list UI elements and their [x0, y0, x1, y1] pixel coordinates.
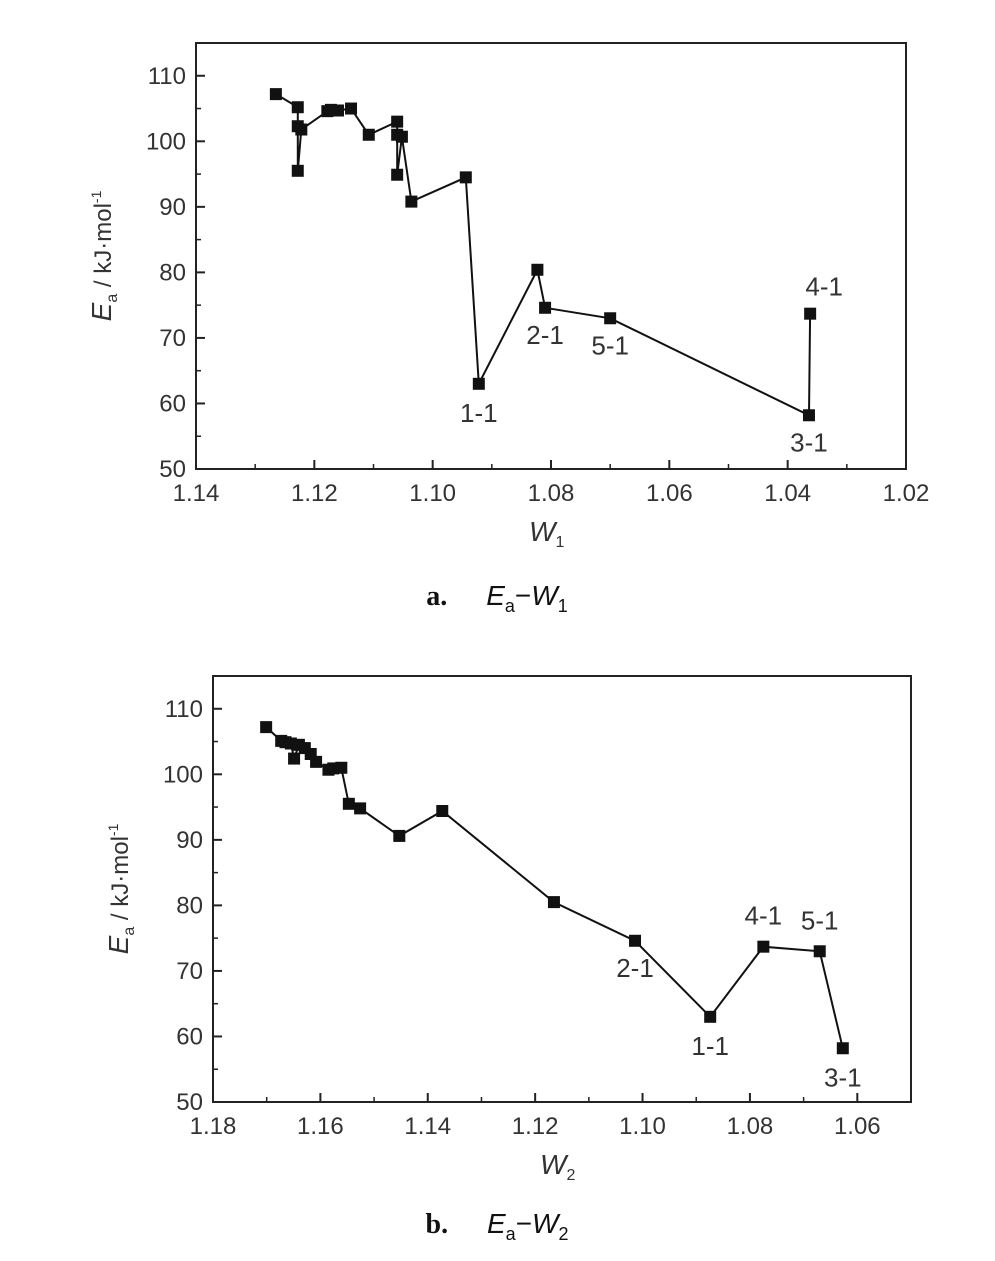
x-axis-label: W2 [540, 1149, 575, 1184]
point-annotation: 4-1 [805, 272, 843, 302]
x-tick-label: 1.14 [404, 1113, 451, 1140]
point-annotation: 2-1 [616, 953, 654, 983]
data-point [260, 721, 273, 734]
y-axis-label: Ea / kJ·mol-1 [103, 823, 138, 954]
x-tick-label: 1.12 [512, 1113, 559, 1140]
x-tick-label: 1.14 [173, 480, 220, 507]
series-line [275, 93, 812, 417]
x-tick-label: 1.12 [291, 480, 338, 507]
point-annotation: 3-1 [790, 427, 828, 457]
x-tick-label: 1.18 [190, 1113, 237, 1140]
data-point [757, 940, 770, 953]
y-tick-label: 60 [159, 390, 186, 417]
series-line [265, 726, 844, 1049]
data-point [332, 104, 344, 117]
data-point [704, 1010, 717, 1023]
x-tick-label: 1.10 [409, 480, 456, 507]
chart-panel-a: 1.14 1.12 1.10 1.08 1.06 1.04 1.02 50 60 70 80 90 10… [86, 42, 930, 616]
data-point [405, 195, 418, 208]
data-point [362, 128, 375, 141]
data-point [604, 312, 617, 325]
y-tick-label: 60 [176, 1023, 203, 1050]
data-point [393, 829, 406, 842]
y-tick-label: 80 [159, 259, 186, 286]
y-axis-label: Ea / kJ·mol-1 [86, 190, 121, 321]
x-tick-label: 1.02 [883, 480, 930, 507]
y-tick-label: 100 [163, 761, 203, 788]
data-point [391, 115, 404, 128]
x-axis-label: W1 [529, 516, 564, 551]
y-tick-label: 90 [159, 194, 186, 221]
data-point [291, 101, 304, 114]
x-tick-label: 1.04 [764, 480, 811, 507]
data-point [310, 755, 323, 768]
point-annotation: 1-1 [460, 398, 498, 428]
data-point [391, 168, 404, 181]
y-tick-label: 80 [176, 892, 203, 919]
y-tick-label: 50 [176, 1089, 203, 1116]
point-annotation: 1-1 [691, 1031, 729, 1061]
point-annotation: 4-1 [745, 901, 783, 931]
x-tick-label: 1.06 [834, 1113, 881, 1140]
panel-caption: a. Ea−W1 [426, 580, 567, 616]
point-annotation: 3-1 [824, 1062, 862, 1092]
data-point [836, 1042, 849, 1055]
point-annotation: 2-1 [526, 320, 564, 350]
data-point [269, 88, 282, 101]
y-tick-label: 110 [165, 696, 203, 723]
data-point [335, 761, 348, 774]
point-annotation: 5-1 [591, 330, 629, 360]
data-point [295, 123, 308, 136]
y-tick-label: 70 [176, 958, 203, 985]
x-tick-label: 1.08 [727, 1113, 774, 1140]
y-tick-label: 90 [176, 827, 203, 854]
point-annotation: 5-1 [801, 905, 839, 935]
x-tick-label: 1.08 [528, 480, 575, 507]
y-tick-label: 70 [159, 325, 186, 352]
data-point [342, 797, 355, 810]
x-tick-label: 1.16 [297, 1113, 344, 1140]
x-tick-label: 1.06 [646, 480, 693, 507]
data-point [531, 263, 544, 276]
data-point [813, 945, 826, 958]
data-point [472, 377, 485, 390]
y-tick-label: 50 [159, 456, 186, 483]
data-point [436, 805, 449, 818]
data-point [291, 164, 304, 177]
data-point [345, 102, 358, 115]
data-point [459, 171, 472, 184]
data-point [629, 934, 642, 947]
y-tick-label: 110 [148, 63, 186, 90]
data-point [804, 307, 817, 320]
y-tick-label: 100 [146, 128, 186, 155]
chart-panel-b: 1.18 1.16 1.14 1.12 1.10 1.08 1.06 50 60 70 80 90 10… [103, 675, 912, 1244]
data-point [539, 301, 552, 314]
plot-frame [212, 675, 912, 1103]
data-point [354, 802, 367, 815]
panel-caption: b. Ea−W2 [426, 1208, 569, 1244]
data-point [547, 896, 560, 909]
data-point [802, 409, 815, 422]
x-tick-label: 1.10 [619, 1113, 666, 1140]
data-point [288, 752, 301, 765]
data-point [395, 130, 408, 143]
